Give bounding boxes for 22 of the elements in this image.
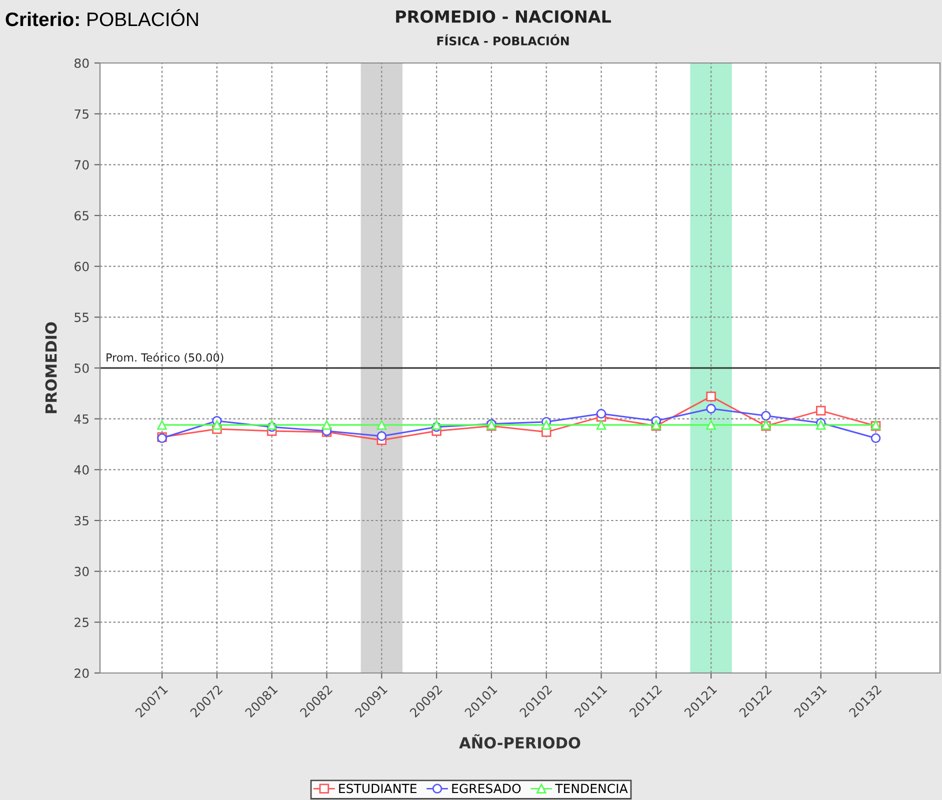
y-tick-label: 35 [74,516,88,526]
y-tick-label: 45 [74,414,88,424]
y-tick-label: 75 [74,109,88,119]
y-tick-label: 20 [74,668,89,678]
y-tick-label: 50 [74,363,89,373]
y-tick-label: 60 [74,262,89,272]
y-tick-label: 65 [74,210,88,220]
y-tick-label: 80 [74,58,89,68]
chart-title: PROMEDIO - NACIONAL [396,10,611,23]
y-axis-title: PROMEDIO [45,322,57,414]
y-tick-label: 25 [74,618,88,628]
legend-label: EGRESADO [452,784,521,794]
y-tick-label: 40 [74,465,89,475]
y-tick-label: 55 [74,312,88,322]
ref-line-label: Prom. Teórico (50.00) [106,352,224,363]
chart-subtitle: FÍSICA - POBLACIÓN [437,34,569,46]
y-tick-label: 30 [74,566,89,576]
legend-label: ESTUDIANTE [339,784,416,794]
text: Criterio: POBLACIÓN [6,9,198,26]
x-axis-title: AÑO-PERIODO [459,734,580,749]
y-tick-label: 70 [74,160,89,170]
legend-label: TENDENCIA [555,784,628,794]
